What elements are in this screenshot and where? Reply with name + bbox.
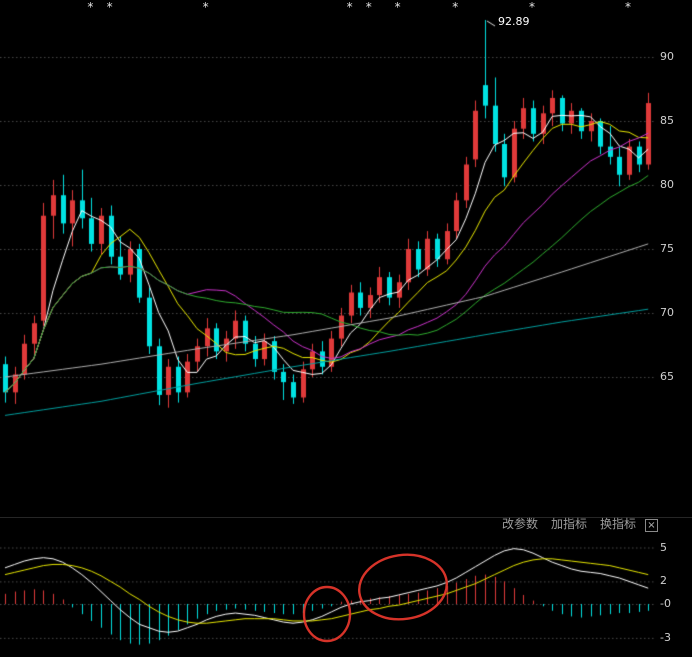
indicator-toolbar: 改参数 加指标 换指标: [502, 517, 636, 532]
panel-divider: [0, 517, 692, 518]
add-indicator-link[interactable]: 加指标: [550, 517, 587, 531]
edit-params-link[interactable]: 改参数: [501, 517, 538, 531]
peak-price-label: 92.89: [498, 15, 530, 28]
switch-indicator-link[interactable]: 换指标: [599, 517, 636, 531]
close-indicator-button[interactable]: ×: [645, 519, 658, 532]
